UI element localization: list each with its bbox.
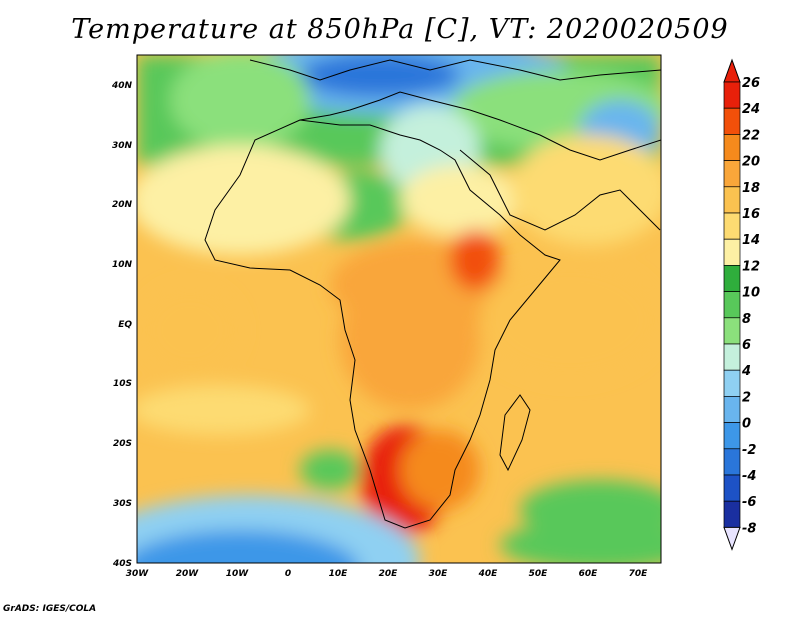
colorbar-label: 22 (742, 128, 760, 143)
lon-label: 10E (329, 569, 349, 579)
colorbar-segment (723, 134, 741, 161)
lon-label: 70E (629, 569, 649, 579)
lat-label: 40S (112, 559, 132, 569)
lat-label: 10N (112, 260, 133, 270)
colorbar-segment (723, 474, 741, 502)
colorbar-segment (723, 291, 741, 319)
colorbar-label: 8 (742, 312, 751, 327)
lat-label: 30N (112, 141, 133, 151)
colorbar-segment (723, 265, 741, 292)
colorbar-segment (723, 238, 741, 266)
lon-label: 0 (285, 569, 291, 579)
colorbar-segment (723, 186, 741, 214)
colorbar-label: 6 (742, 338, 751, 353)
lon-label: 10W (226, 569, 250, 579)
colorbar-label: 4 (741, 364, 751, 379)
lat-label: 40N (111, 81, 133, 91)
colorbar-segment (723, 107, 741, 135)
colorbar-segment (723, 81, 741, 109)
longitude-axis: 30W 20W 10W 0 10E 20E 30E 40E 50E 60E 70… (126, 569, 648, 579)
colorbar-segment (723, 369, 741, 397)
colorbar-segment (723, 448, 741, 476)
colorbar-label: -6 (742, 495, 756, 510)
colorbar-segment (723, 396, 741, 423)
colorbar-segment (723, 422, 741, 450)
lon-label: 20W (176, 569, 200, 579)
lon-label: 60E (579, 569, 599, 579)
colorbar-label: -4 (742, 469, 756, 484)
lat-label: 20N (112, 200, 133, 210)
colorbar-label: 26 (742, 76, 760, 91)
plot-frame (136, 54, 662, 564)
lon-label: 30W (126, 569, 150, 579)
colorbar-top-arrow (723, 58, 741, 83)
lat-label: 30S (113, 499, 132, 509)
colorbar-label: 16 (742, 207, 760, 222)
colorbar-label: -2 (742, 443, 756, 458)
colorbar-label: 0 (742, 417, 751, 432)
lat-label: 10S (113, 379, 132, 389)
lon-label: 20E (379, 569, 399, 579)
colorbar-segment (723, 343, 741, 371)
credit-text: GrADS: IGES/COLA (3, 604, 97, 614)
map-title: Temperature at 850hPa [C], VT: 202002050… (71, 14, 729, 45)
colorbar-label: 2 (742, 390, 751, 405)
coastlines (204, 59, 661, 529)
colorbar-segment (723, 212, 741, 240)
colorbar-label: 12 (742, 259, 760, 274)
lon-label: 30E (429, 569, 449, 579)
latitude-axis: 40N 30N 20N 10N EQ 10S 20S 30S 40S (111, 81, 133, 569)
colorbar-segment (723, 500, 741, 528)
colorbar-label: 14 (742, 233, 760, 248)
colorbar-label: 10 (742, 286, 760, 301)
colorbar-label: 18 (742, 181, 760, 196)
lon-label: 40E (478, 569, 499, 579)
colorbar-label: -8 (742, 521, 756, 536)
colorbar-label: 20 (742, 155, 760, 170)
lat-label: 20S (113, 439, 132, 449)
lat-label: EQ (118, 320, 132, 330)
colorbar-label: 24 (742, 102, 760, 117)
lon-label: 50E (529, 569, 549, 579)
colorbar-segment (723, 317, 741, 345)
colorbar-segment (723, 160, 741, 188)
colorbar-bottom-arrow (723, 526, 741, 551)
temperature-field (137, 55, 661, 563)
